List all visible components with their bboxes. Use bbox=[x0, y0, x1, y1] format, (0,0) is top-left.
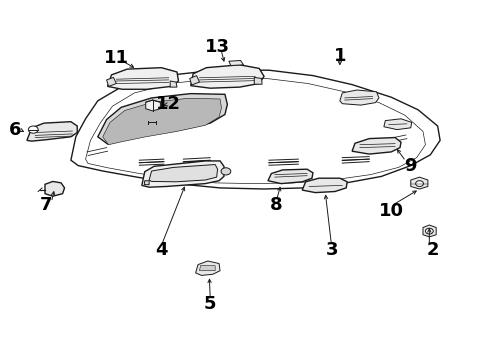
Circle shape bbox=[425, 228, 432, 234]
Polygon shape bbox=[351, 138, 400, 154]
Polygon shape bbox=[170, 81, 177, 87]
Polygon shape bbox=[149, 165, 217, 182]
Text: 7: 7 bbox=[40, 196, 53, 214]
Polygon shape bbox=[189, 76, 199, 85]
Polygon shape bbox=[142, 161, 224, 187]
Polygon shape bbox=[199, 266, 215, 271]
Polygon shape bbox=[228, 60, 243, 66]
Text: 2: 2 bbox=[426, 241, 438, 259]
Text: 13: 13 bbox=[204, 38, 230, 56]
Polygon shape bbox=[190, 65, 264, 88]
Text: 4: 4 bbox=[155, 241, 167, 259]
Polygon shape bbox=[107, 68, 178, 89]
Polygon shape bbox=[195, 261, 220, 275]
Polygon shape bbox=[27, 122, 77, 141]
Polygon shape bbox=[106, 77, 116, 86]
Polygon shape bbox=[144, 181, 149, 185]
Polygon shape bbox=[98, 94, 227, 144]
Text: 12: 12 bbox=[156, 95, 181, 113]
Polygon shape bbox=[383, 119, 411, 130]
Polygon shape bbox=[302, 178, 346, 193]
Polygon shape bbox=[410, 177, 427, 189]
Polygon shape bbox=[267, 169, 312, 184]
Text: 11: 11 bbox=[103, 49, 129, 67]
Circle shape bbox=[28, 126, 38, 133]
Text: 5: 5 bbox=[203, 295, 216, 313]
Polygon shape bbox=[145, 100, 160, 111]
Polygon shape bbox=[102, 98, 221, 145]
Text: 6: 6 bbox=[8, 121, 21, 139]
Text: 10: 10 bbox=[378, 202, 403, 220]
Text: 1: 1 bbox=[333, 47, 346, 65]
Polygon shape bbox=[339, 90, 378, 105]
Text: 8: 8 bbox=[269, 196, 282, 214]
Text: 9: 9 bbox=[404, 157, 416, 175]
Polygon shape bbox=[45, 181, 64, 196]
Circle shape bbox=[221, 168, 230, 175]
Circle shape bbox=[415, 181, 423, 186]
Polygon shape bbox=[422, 225, 435, 237]
Polygon shape bbox=[254, 77, 262, 84]
Polygon shape bbox=[71, 70, 439, 189]
Text: 3: 3 bbox=[325, 241, 338, 259]
